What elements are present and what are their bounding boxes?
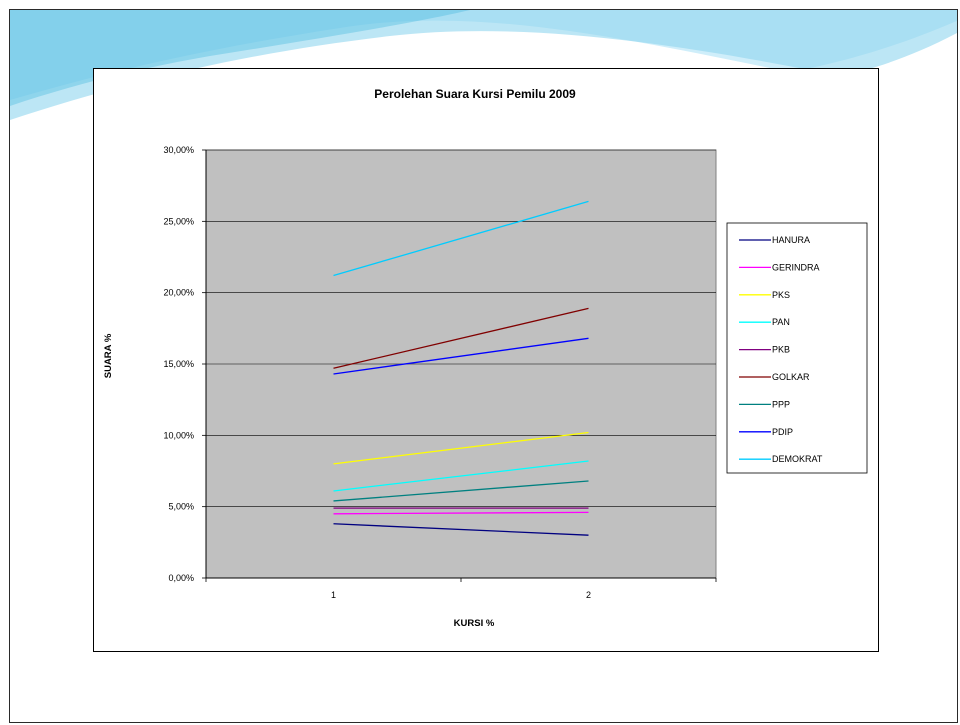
series-line-demokrat — [333, 200, 589, 277]
legend-label-pks: PKS — [772, 290, 790, 300]
series-line-gerindra — [333, 511, 589, 515]
header-wave-decoration — [10, 10, 957, 120]
legend-label-golkar: GOLKAR — [772, 372, 810, 382]
chart-title: Perolehan Suara Kursi Pemilu 2009 — [374, 87, 576, 101]
y-tick-label: 30,00% — [163, 145, 194, 155]
legend-label-gerindra: GERINDRA — [772, 262, 820, 272]
x-axis-title: KURSI % — [454, 618, 495, 629]
slide: Perolehan Suara Kursi Pemilu 2009 0,00% 5… — [9, 9, 958, 723]
y-tick-label: 5,00% — [168, 502, 194, 512]
y-axis-title: SUARA % — [103, 333, 114, 378]
legend-label-pan: PAN — [772, 317, 790, 327]
chart-legend — [726, 222, 868, 474]
y-tick-label: 10,00% — [163, 430, 194, 440]
series-line-golkar — [333, 307, 589, 369]
legend-label-ppp: PPP — [772, 399, 790, 409]
y-tick-label: 20,00% — [163, 288, 194, 298]
legend-label-demokrat: DEMOKRAT — [772, 454, 823, 464]
y-tick-label: 25,00% — [163, 216, 194, 226]
y-tick-label: 0,00% — [168, 573, 194, 583]
x-tick-label: 1 — [331, 590, 336, 600]
series-line-pan — [333, 460, 589, 492]
legend-label-hanura: HANURA — [772, 235, 810, 245]
series-line-hanura — [333, 523, 589, 536]
legend-label-pdip: PDIP — [772, 427, 793, 437]
line-chart: Perolehan Suara Kursi Pemilu 2009 0,00% 5… — [103, 87, 868, 629]
series-line-ppp — [333, 480, 589, 502]
y-tick-label: 15,00% — [163, 359, 194, 369]
legend-label-pkb: PKB — [772, 345, 790, 355]
series-line-pks — [333, 431, 589, 465]
x-tick-label: 2 — [586, 590, 591, 600]
chart-container: Perolehan Suara Kursi Pemilu 2009 0,00% 5… — [93, 68, 879, 652]
series-line-pdip — [333, 337, 589, 375]
